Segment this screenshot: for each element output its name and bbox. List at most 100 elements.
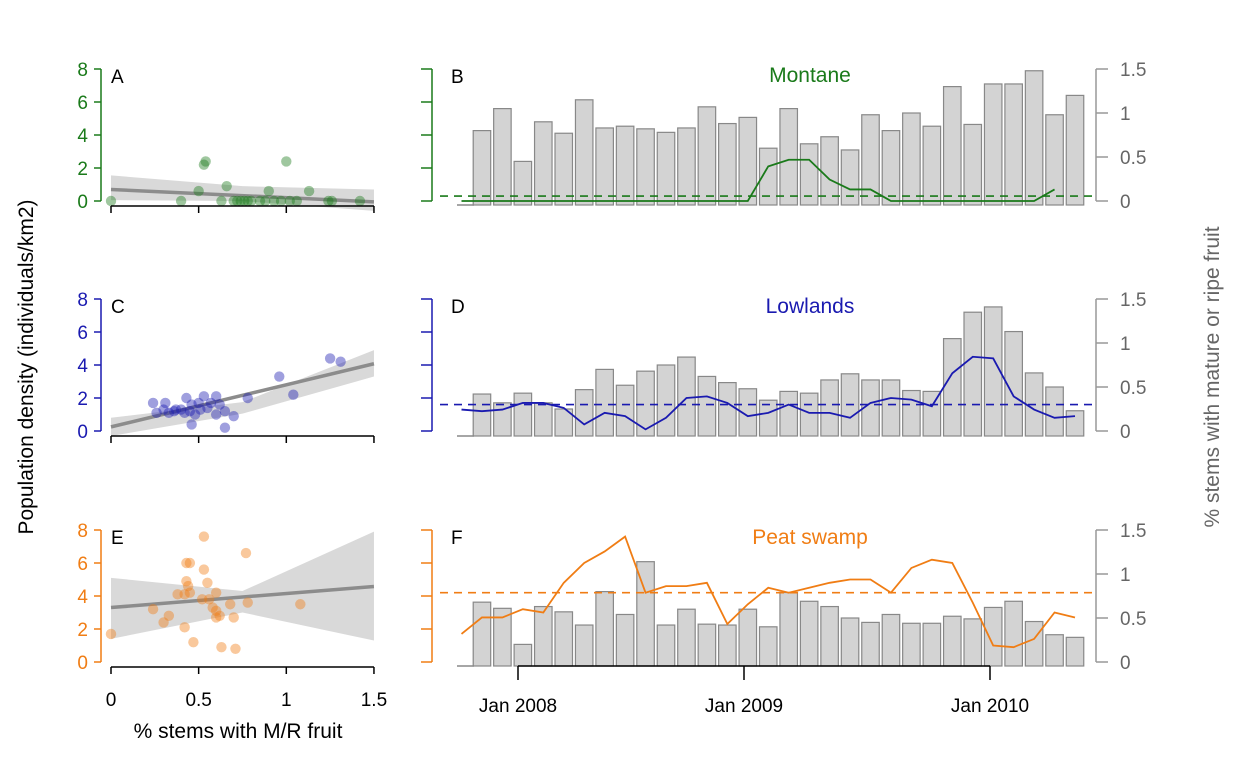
panel-c-y-tick-label: 4 <box>77 356 88 377</box>
panel-e-letter: E <box>111 528 124 549</box>
panel-d-density-line <box>461 355 1076 431</box>
panel-d-bar <box>574 389 594 437</box>
panel-b-bar <box>697 106 717 206</box>
panel-c-point <box>288 389 299 400</box>
panel-e-point <box>188 637 199 648</box>
panel-c-point <box>202 402 213 414</box>
panel-a-y-tick-label: 4 <box>77 126 88 147</box>
panel-b-title: Montane <box>769 64 851 87</box>
panel-a-y-tick-label: 6 <box>77 93 88 114</box>
panel-b-bar <box>758 147 778 206</box>
panel-c-point <box>186 399 197 410</box>
panel-c-point <box>160 397 171 409</box>
panel-f-title: Peat swamp <box>752 526 868 549</box>
panel-a-point <box>221 180 232 192</box>
panel-f-bar <box>533 605 553 667</box>
panel-c-y-tick-label: 6 <box>77 323 88 344</box>
panel-c-y-tick-label: 0 <box>77 422 88 443</box>
xlabel-scatter: % stems with M/R fruit <box>134 720 343 743</box>
panel-a-regression-line <box>110 187 375 204</box>
panel-c-point <box>175 404 187 415</box>
panel-c-point <box>205 397 217 409</box>
panel-f-density-line <box>460 535 1076 649</box>
panel-b-bar <box>902 112 921 206</box>
panel-d-fruit-tick-label: 0 <box>1120 422 1131 443</box>
panel-b-bar <box>983 83 1003 206</box>
panel-d-letter: D <box>451 297 465 318</box>
panel-c-point <box>274 371 285 382</box>
panel-e-point <box>172 589 183 600</box>
panel-e-point <box>230 643 241 654</box>
panel-b-bar <box>963 123 983 206</box>
panel-a-letter: A <box>111 67 124 88</box>
panel-f-bar <box>840 617 860 667</box>
panel-b-bar <box>881 130 901 206</box>
panel-c-point <box>168 406 180 417</box>
panel-a-point <box>216 195 227 207</box>
panel-d-bar <box>493 402 512 437</box>
panel-a-point <box>268 195 280 207</box>
panel-c-point <box>181 392 192 404</box>
panel-e-point <box>242 597 253 608</box>
panel-c-point <box>163 407 175 419</box>
panel-d-bar <box>513 392 533 437</box>
panel-b-bar <box>1045 114 1064 206</box>
panel-f-fruit-tick-label: 0 <box>1120 653 1131 674</box>
panel-e-x-tick-label: 1 <box>281 690 292 711</box>
panel-a-point <box>326 195 338 207</box>
panel-f-bar <box>615 613 635 667</box>
panel-f-bar <box>677 608 696 667</box>
panel-f-bar <box>656 624 676 667</box>
panel-d-bar <box>595 368 615 437</box>
panel-d-bar <box>1065 410 1085 437</box>
panel-e-y-tick-label: 4 <box>77 587 88 608</box>
panel-c-point <box>219 422 231 433</box>
panel-e-point <box>225 599 236 610</box>
panel-b-letter: B <box>451 67 464 88</box>
panel-e-point <box>198 531 210 542</box>
panel-d-bar <box>758 399 778 437</box>
panel-f-bar <box>799 600 819 667</box>
panel-f-bar <box>1045 634 1064 667</box>
panel-e-point <box>216 641 227 653</box>
panel-c-point <box>210 409 222 420</box>
panel-d-title: Lowlands <box>766 295 855 318</box>
panel-f-bar <box>595 590 615 667</box>
panel-f-fruit-tick-label: 0.5 <box>1120 609 1146 630</box>
panel-d-bar <box>738 388 758 437</box>
panel-e-point <box>207 602 218 613</box>
time-x-tick-label: Jan 2010 <box>951 696 1029 717</box>
panel-b-bar <box>513 160 533 206</box>
panel-e-point <box>202 577 213 588</box>
panel-e-point <box>182 580 194 592</box>
panel-b-fruit-tick-label: 1 <box>1120 104 1131 125</box>
panel-c-point <box>195 404 206 415</box>
panel-d-bar <box>1004 330 1024 437</box>
panel-c-point <box>151 407 162 419</box>
panel-d-bar <box>615 384 635 437</box>
panel-e-point <box>105 628 117 640</box>
panel-a-point <box>303 185 315 197</box>
panel-d-fruit-tick-label: 1 <box>1120 334 1131 355</box>
panel-e-y-tick-label: 0 <box>77 653 88 674</box>
panel-c-point <box>193 397 204 409</box>
panel-e-confidence-band <box>111 531 374 641</box>
panel-d-bar <box>983 306 1003 437</box>
panel-b-bar <box>574 99 594 206</box>
panel-f-bar <box>513 643 533 667</box>
panel-b-bar <box>595 127 615 206</box>
panel-e-point <box>210 605 222 617</box>
panel-b-bar <box>533 121 553 206</box>
panel-b-bar <box>677 127 696 206</box>
panel-c-point <box>324 353 336 364</box>
panel-e-point <box>179 589 190 600</box>
ylabel-right: % stems with mature or ripe fruit <box>1201 226 1224 527</box>
panel-e-point <box>158 617 169 628</box>
panel-c-point <box>170 404 182 415</box>
panel-c-point <box>186 419 197 430</box>
time-x-tick-label: Jan 2008 <box>479 696 557 717</box>
panel-f-bar <box>779 591 799 667</box>
panel-c-point <box>158 404 169 415</box>
panel-e-point <box>228 612 239 623</box>
panel-d-bar <box>942 338 962 437</box>
